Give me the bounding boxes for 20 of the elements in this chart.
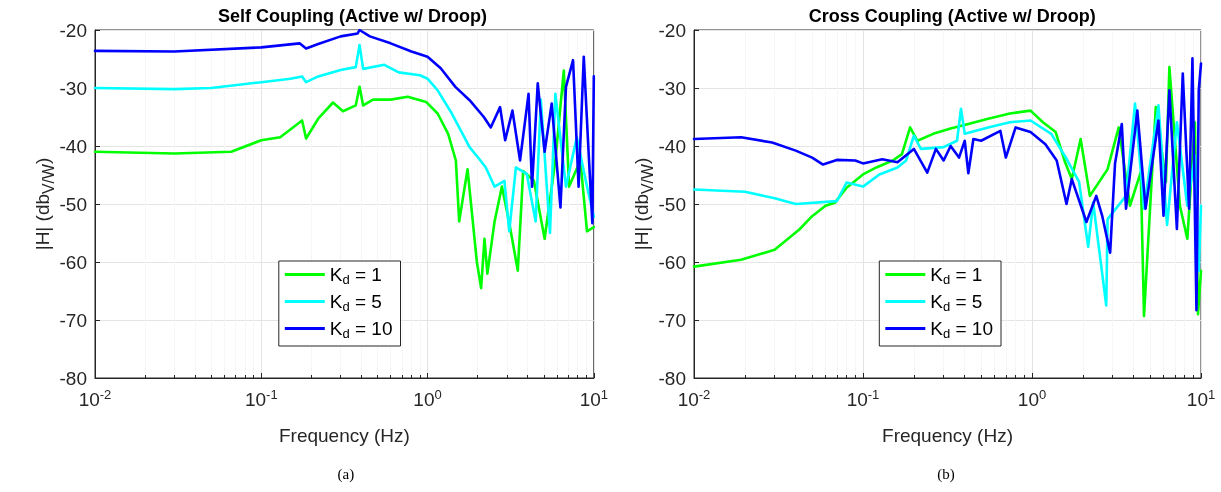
- y-tick-label: -80: [658, 367, 686, 389]
- chart-title: Cross Coupling (Active w/ Droop): [808, 6, 1096, 26]
- x-axis-title: Frequency (Hz): [278, 425, 410, 446]
- y-tick-label: -70: [59, 309, 87, 331]
- y-tick-label: -60: [59, 251, 87, 273]
- y-tick-label: -50: [59, 193, 87, 215]
- y-tick-label: -70: [658, 309, 686, 331]
- text: (a): [337, 465, 355, 483]
- y-tick-label: -80: [59, 367, 87, 389]
- y-tick-label: -20: [59, 19, 87, 41]
- y-tick-label: -60: [658, 251, 686, 273]
- y-tick-label: -30: [59, 77, 87, 99]
- y-tick-label: -20: [658, 19, 686, 41]
- text: (b): [936, 465, 955, 483]
- y-tick-label: -30: [658, 77, 686, 99]
- y-tick-label: -50: [658, 193, 686, 215]
- x-axis-title: Frequency (Hz): [881, 425, 1013, 446]
- y-tick-label: -40: [658, 135, 686, 157]
- chart-title: Self Coupling (Active w/ Droop): [218, 6, 487, 26]
- y-tick-label: -40: [59, 135, 87, 157]
